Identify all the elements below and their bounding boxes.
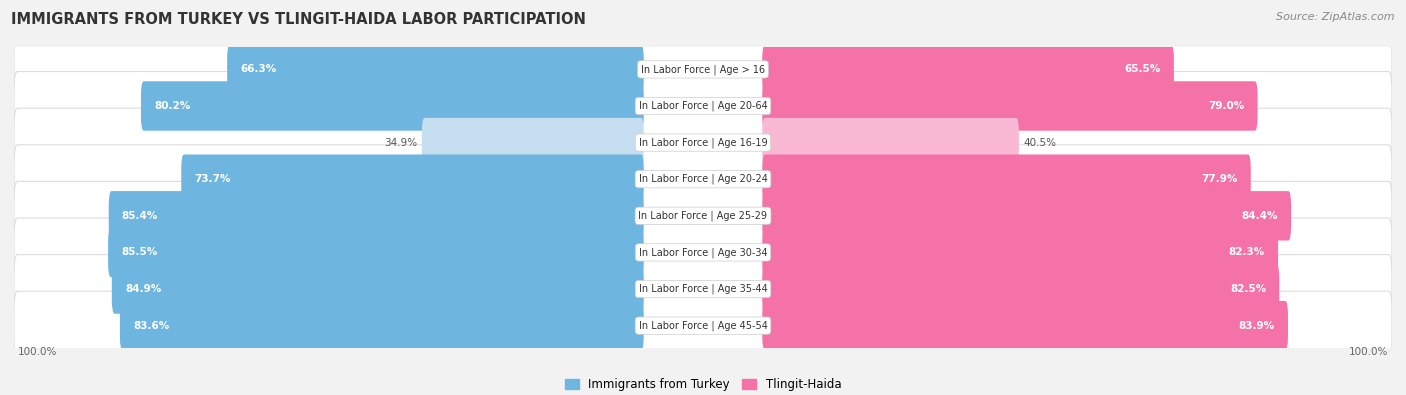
Text: 65.5%: 65.5%	[1125, 64, 1161, 74]
Text: 79.0%: 79.0%	[1208, 101, 1244, 111]
Text: In Labor Force | Age 16-19: In Labor Force | Age 16-19	[638, 137, 768, 148]
Text: In Labor Force | Age 30-34: In Labor Force | Age 30-34	[638, 247, 768, 258]
Text: 83.9%: 83.9%	[1239, 321, 1275, 331]
Text: In Labor Force | Age > 16: In Labor Force | Age > 16	[641, 64, 765, 75]
Text: In Labor Force | Age 35-44: In Labor Force | Age 35-44	[638, 284, 768, 294]
FancyBboxPatch shape	[762, 45, 1174, 94]
Text: 84.4%: 84.4%	[1241, 211, 1278, 221]
FancyBboxPatch shape	[108, 228, 644, 277]
Legend: Immigrants from Turkey, Tlingit-Haida: Immigrants from Turkey, Tlingit-Haida	[560, 373, 846, 395]
Text: 83.6%: 83.6%	[134, 321, 169, 331]
FancyBboxPatch shape	[228, 45, 644, 94]
Text: 40.5%: 40.5%	[1024, 137, 1056, 148]
Text: 100.0%: 100.0%	[17, 347, 56, 357]
Text: 77.9%: 77.9%	[1201, 174, 1237, 184]
Text: 34.9%: 34.9%	[385, 137, 418, 148]
Text: 73.7%: 73.7%	[194, 174, 231, 184]
Text: In Labor Force | Age 45-54: In Labor Force | Age 45-54	[638, 320, 768, 331]
FancyBboxPatch shape	[422, 118, 644, 167]
Text: IMMIGRANTS FROM TURKEY VS TLINGIT-HAIDA LABOR PARTICIPATION: IMMIGRANTS FROM TURKEY VS TLINGIT-HAIDA …	[11, 12, 586, 27]
FancyBboxPatch shape	[14, 291, 1392, 360]
FancyBboxPatch shape	[120, 301, 644, 350]
Text: 82.5%: 82.5%	[1230, 284, 1267, 294]
FancyBboxPatch shape	[762, 191, 1291, 241]
FancyBboxPatch shape	[141, 81, 644, 131]
FancyBboxPatch shape	[14, 35, 1392, 104]
FancyBboxPatch shape	[14, 145, 1392, 214]
Text: 80.2%: 80.2%	[155, 101, 190, 111]
FancyBboxPatch shape	[112, 264, 644, 314]
FancyBboxPatch shape	[762, 118, 1019, 167]
Text: 85.4%: 85.4%	[122, 211, 159, 221]
FancyBboxPatch shape	[108, 191, 644, 241]
Text: 66.3%: 66.3%	[240, 64, 277, 74]
FancyBboxPatch shape	[181, 154, 644, 204]
FancyBboxPatch shape	[14, 218, 1392, 287]
FancyBboxPatch shape	[14, 181, 1392, 250]
FancyBboxPatch shape	[14, 71, 1392, 140]
FancyBboxPatch shape	[762, 81, 1257, 131]
FancyBboxPatch shape	[762, 228, 1278, 277]
Text: 100.0%: 100.0%	[1350, 347, 1389, 357]
FancyBboxPatch shape	[762, 301, 1288, 350]
Text: In Labor Force | Age 20-64: In Labor Force | Age 20-64	[638, 101, 768, 111]
Text: 82.3%: 82.3%	[1229, 247, 1265, 258]
FancyBboxPatch shape	[762, 264, 1279, 314]
Text: Source: ZipAtlas.com: Source: ZipAtlas.com	[1277, 12, 1395, 22]
FancyBboxPatch shape	[762, 154, 1251, 204]
Text: 84.9%: 84.9%	[125, 284, 162, 294]
FancyBboxPatch shape	[14, 255, 1392, 324]
Text: In Labor Force | Age 25-29: In Labor Force | Age 25-29	[638, 211, 768, 221]
FancyBboxPatch shape	[14, 108, 1392, 177]
Text: 85.5%: 85.5%	[121, 247, 157, 258]
Text: In Labor Force | Age 20-24: In Labor Force | Age 20-24	[638, 174, 768, 184]
